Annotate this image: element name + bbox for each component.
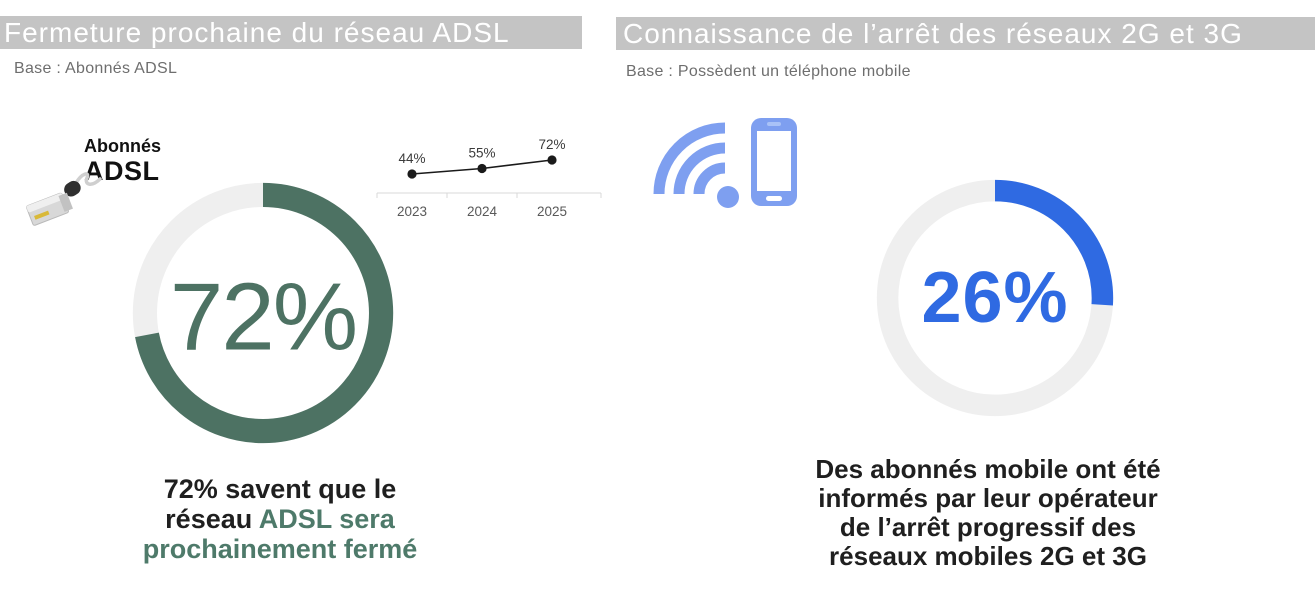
conclusion-segment: prochainement fermé [142,534,418,564]
donut-value-arc [876,179,1114,417]
x-tick-label: 2023 [397,204,427,219]
point-value-label: 72% [538,137,565,152]
conclusion-line: Des abonnés mobile ont été [738,455,1238,484]
donut-chart-svg [876,179,1114,417]
wifi-signal-icon [653,122,739,208]
left-panel-title: Fermeture prochaine du réseau ADSL [0,16,582,49]
donut-value-arc [132,182,394,444]
conclusion-segment: informés par leur opérateur [818,483,1158,513]
modem-boot [64,180,81,197]
conclusion-segment: Des abonnés mobile ont été [815,454,1161,484]
x-tick-label: 2024 [467,204,498,219]
conclusion-line: de l’arrêt progressif des [738,513,1238,542]
right-panel-title: Connaissance de l’arrêt des réseaux 2G e… [616,17,1315,50]
modem-body [26,192,73,226]
adsl-modem-icon-svg [26,172,102,226]
donut-center-value: 72% [169,263,358,371]
data-point [477,163,487,174]
left-base-note: Base : Abonnés ADSL [14,60,178,77]
wifi-phone-icon-svg [653,118,797,208]
data-point [547,155,557,165]
right-base-note: Base : Possèdent un téléphone mobile [626,63,911,80]
mobile-awareness-donut: 26% [864,167,1126,429]
point-value-label: 55% [468,146,495,161]
trend-mini-line-chart: 44% 2023 55% 2024 72% 2025 [374,126,606,222]
left-conclusion-text: 72% savent que le réseau ADSL sera prochai… [80,474,480,564]
conclusion-segment: 72% savent que le [163,474,397,504]
smartphone-icon [751,118,797,206]
data-point [407,169,417,179]
donut-center-value: 26% [921,258,1069,338]
conclusion-line: prochainement fermé [80,534,480,564]
adsl-label-line1: Abonnés [84,136,162,156]
point-value-label: 44% [398,151,425,166]
conclusion-line: réseau ADSL sera [80,504,480,534]
conclusion-segment: réseau [165,504,259,534]
donut-chart-svg [132,182,394,444]
conclusion-segment: réseaux mobiles 2G et 3G [829,541,1147,571]
adsl-modem-icon [24,163,104,227]
modem-cord [74,172,102,186]
conclusion-segment: de l’arrêt progressif des [839,512,1137,542]
x-tick-label: 2025 [537,204,567,219]
conclusion-line: 72% savent que le [80,474,480,504]
adsl-awareness-donut: 72% [119,169,407,457]
wifi-phone-icon [645,110,807,216]
conclusion-line: informés par leur opérateur [738,484,1238,513]
trend-line-chart-svg: 44% 2023 55% 2024 72% 2025 [376,137,602,219]
conclusion-line: réseaux mobiles 2G et 3G [738,542,1238,571]
conclusion-segment: ADSL sera [258,504,395,534]
right-conclusion-text: Des abonnés mobile ont été informés par l… [738,455,1238,571]
